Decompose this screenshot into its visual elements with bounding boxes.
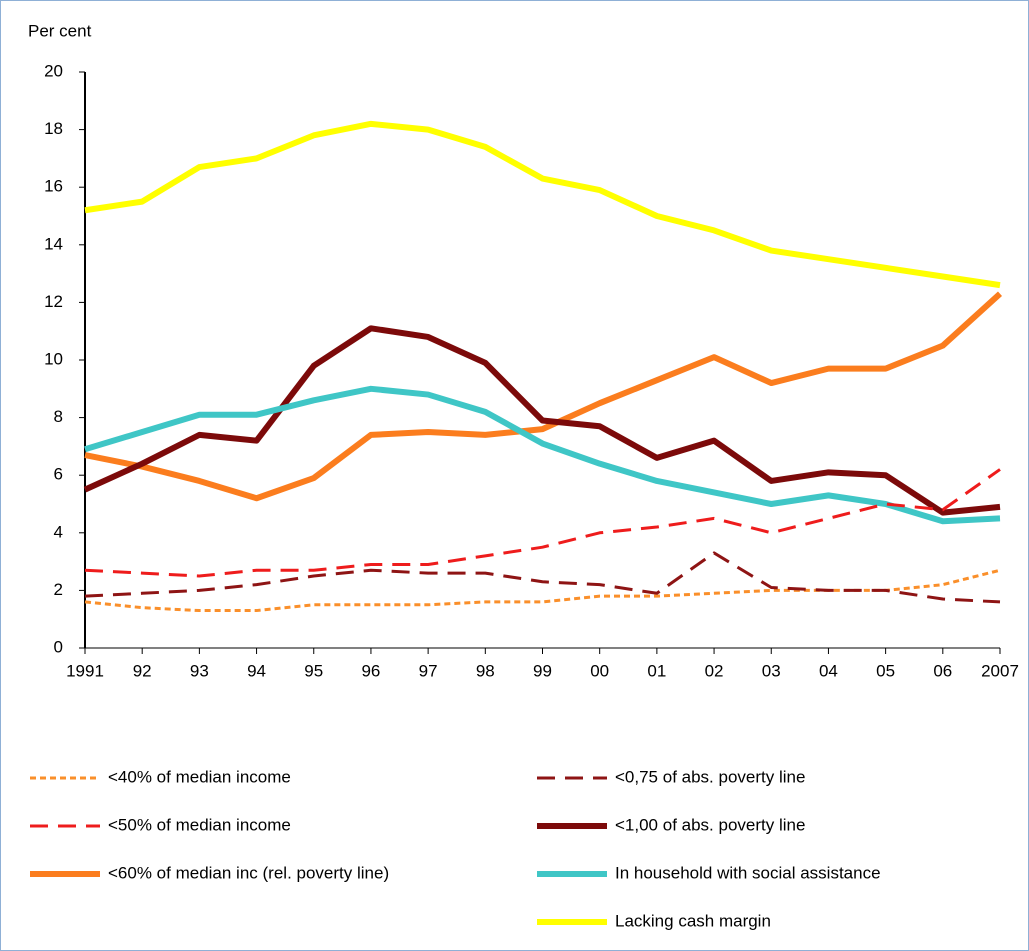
y-axis-label: Per cent [28, 21, 92, 40]
legend-label: <0,75 of abs. poverty line [615, 767, 805, 786]
series-line [84, 551, 1001, 604]
legend-label: <50% of median income [108, 815, 291, 834]
legend-label: Lacking cash margin [615, 911, 771, 930]
x-tick-label: 99 [533, 661, 552, 680]
x-tick-label: 94 [247, 661, 266, 680]
x-tick-label: 03 [762, 661, 781, 680]
series-line [84, 120, 1001, 289]
series-line [83, 325, 1001, 516]
x-tick-label: 1991 [66, 661, 104, 680]
legend-label: <1,00 of abs. poverty line [615, 815, 805, 834]
x-tick-label: 04 [819, 661, 838, 680]
x-tick-label: 93 [190, 661, 209, 680]
legend-label: <40% of median income [108, 767, 291, 786]
x-tick-label: 06 [933, 661, 952, 680]
series-line [84, 385, 1001, 525]
legend-label: In household with social assistance [615, 863, 881, 882]
y-tick-label: 18 [44, 119, 63, 138]
x-tick-label: 96 [361, 661, 380, 680]
x-tick-label: 02 [705, 661, 724, 680]
y-tick-label: 6 [54, 465, 63, 484]
x-tick-label: 97 [419, 661, 438, 680]
y-tick-label: 20 [44, 61, 63, 80]
x-tick-label: 98 [476, 661, 495, 680]
x-tick-label: 92 [133, 661, 152, 680]
x-tick-label: 01 [647, 661, 666, 680]
x-tick-label: 2007 [981, 661, 1019, 680]
y-tick-label: 12 [44, 292, 63, 311]
y-tick-label: 2 [54, 580, 63, 599]
x-tick-label: 95 [304, 661, 323, 680]
y-tick-label: 16 [44, 177, 63, 196]
y-tick-label: 4 [54, 522, 63, 541]
y-tick-label: 10 [44, 349, 63, 368]
y-tick-label: 8 [54, 407, 63, 426]
legend-label: <60% of median inc (rel. poverty line) [108, 863, 389, 882]
y-tick-label: 0 [54, 637, 63, 656]
x-tick-label: 00 [590, 661, 609, 680]
y-tick-label: 14 [44, 234, 63, 253]
series-line [84, 468, 1001, 578]
x-tick-label: 05 [876, 661, 895, 680]
series-line [84, 291, 1003, 502]
